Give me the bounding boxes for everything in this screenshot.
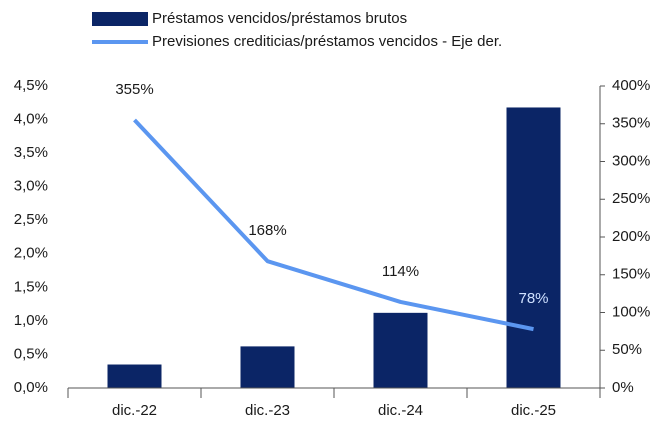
y-tick-label: 3,5% bbox=[14, 144, 48, 161]
y-tick-label: 2,5% bbox=[14, 211, 48, 228]
data-label: 168% bbox=[248, 222, 286, 239]
y2-tick-label: 200% bbox=[612, 228, 650, 245]
data-label: 78% bbox=[518, 290, 548, 307]
line bbox=[133, 118, 534, 332]
bar bbox=[506, 107, 561, 388]
y2-tick-label: 250% bbox=[612, 190, 650, 207]
x-tick-label: dic.-24 bbox=[378, 402, 423, 419]
y2-tick-label: 300% bbox=[612, 152, 650, 169]
y2-tick-label: 100% bbox=[612, 303, 650, 320]
y-tick-label: 2,0% bbox=[14, 245, 48, 262]
x-tick-label: dic.-25 bbox=[511, 402, 556, 419]
bar bbox=[373, 312, 428, 388]
y-tick-label: 1,0% bbox=[14, 312, 48, 329]
y2-tick-label: 350% bbox=[612, 115, 650, 132]
bar bbox=[240, 346, 295, 388]
y2-tick-label: 400% bbox=[612, 77, 650, 94]
data-label: 114% bbox=[382, 263, 419, 280]
y-tick-label: 4,0% bbox=[14, 111, 48, 128]
legend-label: Préstamos vencidos/préstamos brutos bbox=[152, 10, 407, 27]
y2-tick-label: 0% bbox=[612, 379, 634, 396]
data-label: 355% bbox=[115, 81, 153, 98]
y2-tick-label: 50% bbox=[612, 341, 642, 358]
legend-swatch bbox=[92, 12, 148, 26]
y-tick-label: 4,5% bbox=[14, 77, 48, 94]
y-tick-label: 0,5% bbox=[14, 345, 48, 362]
bar bbox=[107, 364, 162, 388]
x-tick-label: dic.-22 bbox=[112, 402, 157, 419]
y2-tick-label: 150% bbox=[612, 266, 650, 283]
y-tick-label: 1,5% bbox=[14, 278, 48, 295]
legend-label: Previsiones crediticias/préstamos vencid… bbox=[152, 33, 502, 50]
y-tick-label: 3,0% bbox=[14, 178, 48, 195]
x-tick-label: dic.-23 bbox=[245, 402, 290, 419]
y-tick-label: 0,0% bbox=[14, 379, 48, 396]
